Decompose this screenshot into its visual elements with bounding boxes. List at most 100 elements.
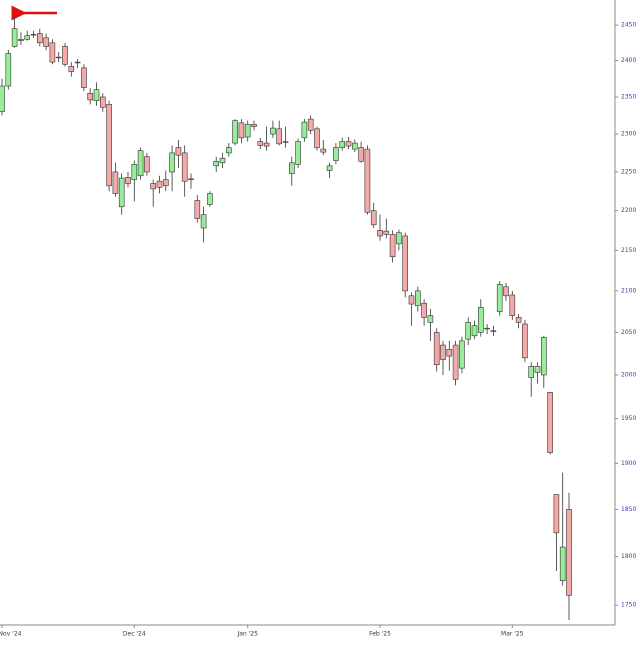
candle-body bbox=[553, 494, 560, 534]
candle-body bbox=[383, 230, 390, 235]
candle-body bbox=[446, 349, 453, 357]
candle-body bbox=[566, 509, 572, 596]
candle-body bbox=[559, 546, 566, 582]
candle-body bbox=[484, 327, 490, 330]
candle-body bbox=[219, 157, 226, 164]
candle-body bbox=[144, 156, 150, 173]
candle-body bbox=[49, 42, 56, 63]
y-tick-label: 1750 bbox=[621, 602, 636, 609]
candle-body bbox=[540, 337, 547, 376]
candle-body bbox=[414, 290, 421, 307]
candle-body bbox=[36, 33, 43, 44]
candle-body bbox=[244, 124, 251, 138]
candle-body bbox=[62, 46, 68, 65]
candle-body bbox=[389, 234, 396, 258]
candle-body bbox=[150, 183, 156, 190]
candle-body bbox=[503, 286, 509, 297]
candle-body bbox=[515, 317, 522, 323]
candle-body bbox=[339, 141, 346, 148]
candle-body bbox=[5, 53, 12, 87]
candle-body bbox=[509, 294, 516, 316]
candle-body bbox=[226, 147, 232, 154]
candle-body bbox=[282, 141, 289, 143]
candle-body bbox=[314, 128, 320, 148]
candle-body bbox=[465, 322, 472, 340]
y-tick-label: 1850 bbox=[621, 506, 636, 513]
candle-body bbox=[320, 148, 327, 153]
x-tick-label: Mar '25 bbox=[501, 631, 524, 638]
candle-body bbox=[106, 104, 112, 187]
y-tick-label: 1950 bbox=[621, 415, 636, 422]
y-tick-label: 2450 bbox=[621, 22, 636, 29]
candle-body bbox=[301, 121, 308, 139]
candle-body bbox=[307, 118, 314, 131]
candle-body bbox=[358, 147, 364, 162]
candle-body bbox=[251, 124, 257, 127]
y-tick-label: 2150 bbox=[621, 247, 636, 254]
x-tick-label: Feb '25 bbox=[369, 631, 391, 638]
candle-body bbox=[30, 34, 37, 36]
candle-body bbox=[232, 120, 238, 144]
candle-body bbox=[100, 96, 106, 108]
candle-body bbox=[74, 61, 81, 64]
candle-body bbox=[213, 160, 219, 167]
candle-body bbox=[194, 200, 201, 219]
candle-body bbox=[43, 37, 49, 47]
candle-body bbox=[333, 147, 339, 161]
candle-body bbox=[11, 28, 18, 47]
candle-body bbox=[0, 85, 5, 113]
candle-body bbox=[112, 171, 119, 194]
candle-body bbox=[257, 141, 264, 146]
candle-body bbox=[87, 93, 93, 101]
candle-body bbox=[528, 366, 535, 378]
y-tick-label: 2350 bbox=[621, 93, 636, 100]
candle-body bbox=[522, 323, 528, 359]
candle-body bbox=[345, 141, 352, 147]
candle-body bbox=[459, 340, 465, 369]
candle-body bbox=[534, 366, 541, 373]
candle-body bbox=[81, 67, 87, 88]
candle-body bbox=[125, 177, 131, 184]
candle-body bbox=[496, 284, 503, 312]
candle-body bbox=[396, 232, 402, 245]
candle-body bbox=[270, 127, 276, 135]
candle-body bbox=[93, 89, 100, 101]
x-tick-label: Dec '24 bbox=[123, 631, 146, 638]
candle-body bbox=[295, 141, 301, 165]
candle-body bbox=[408, 295, 415, 305]
candle-body bbox=[351, 142, 358, 150]
x-tick-label: Jan '25 bbox=[236, 631, 258, 638]
candle-body bbox=[263, 142, 270, 147]
candle-body bbox=[490, 330, 497, 332]
candle-body bbox=[433, 332, 440, 365]
candle-body bbox=[276, 128, 283, 145]
candle-body bbox=[452, 344, 459, 380]
y-tick-label: 2100 bbox=[621, 287, 636, 294]
candle-body bbox=[118, 177, 125, 208]
candle-body bbox=[68, 66, 75, 72]
candle-body bbox=[471, 325, 478, 337]
candle-body bbox=[175, 147, 182, 156]
candle-body bbox=[440, 344, 446, 360]
y-tick-label: 2000 bbox=[621, 371, 636, 378]
candle-body bbox=[477, 307, 484, 333]
candle-body bbox=[238, 122, 245, 139]
candle-body bbox=[200, 214, 207, 229]
candle-body bbox=[377, 230, 383, 237]
candle-body bbox=[288, 162, 295, 174]
candle-body bbox=[207, 193, 213, 205]
candle-body bbox=[137, 150, 144, 177]
candle-body bbox=[163, 179, 169, 187]
candle-body bbox=[131, 164, 138, 180]
candle-body bbox=[188, 178, 194, 180]
candle-body bbox=[370, 210, 377, 226]
candle-body bbox=[24, 35, 31, 40]
y-tick-label: 2250 bbox=[621, 168, 636, 175]
x-tick-label: Nov '24 bbox=[0, 631, 22, 638]
y-tick-label: 2200 bbox=[621, 207, 636, 214]
candle-body bbox=[55, 56, 62, 59]
candle-body bbox=[427, 315, 434, 323]
candle-body bbox=[364, 148, 371, 213]
candle-body bbox=[421, 302, 427, 318]
